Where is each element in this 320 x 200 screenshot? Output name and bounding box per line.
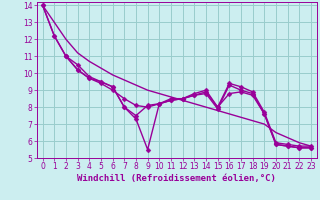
X-axis label: Windchill (Refroidissement éolien,°C): Windchill (Refroidissement éolien,°C): [77, 174, 276, 183]
